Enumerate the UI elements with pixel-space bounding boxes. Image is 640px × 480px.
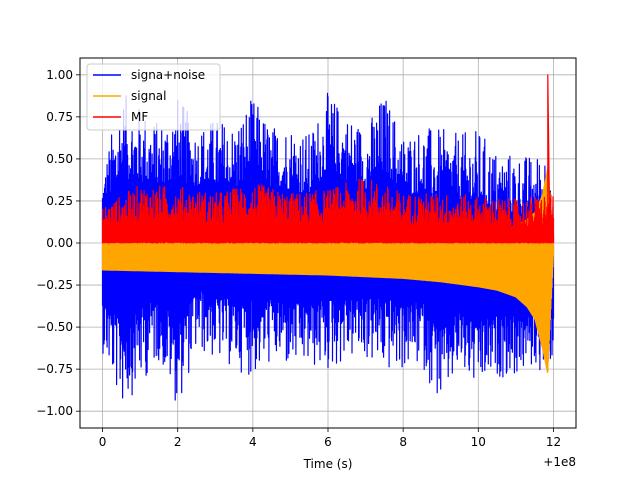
x-tick-label: 12: [546, 435, 561, 449]
series-mf-line: [101, 74, 555, 244]
legend[interactable]: signa+noise signal MF: [86, 63, 221, 131]
x-tick-label: 6: [324, 435, 332, 449]
legend-label: MF: [131, 110, 148, 124]
x-tick-label: 8: [399, 435, 407, 449]
x-tick-label: 10: [471, 435, 486, 449]
legend-label: signal: [131, 89, 167, 103]
legend-label: signa+noise: [131, 68, 205, 82]
series-signal-line: [101, 168, 555, 373]
ticks: 0 2 4 6 8 10 12 −1.00 −0.75 −0.50 −0.25 0.00 0.25 0.5…: [36, 68, 561, 449]
x-tick-label: 4: [249, 435, 257, 449]
y-tick-label: 0.75: [46, 110, 73, 124]
y-tick-label: −1.00: [36, 404, 73, 418]
x-axis-label: Time (s): [303, 457, 353, 471]
y-tick-label: 0.50: [46, 152, 73, 166]
legend-box: [86, 63, 221, 131]
series-layer: [101, 74, 555, 401]
y-tick-label: 0.25: [46, 194, 73, 208]
y-tick-label: −0.75: [36, 362, 73, 376]
x-axis-offset-text: +1e8: [543, 455, 576, 469]
x-tick-label: 0: [99, 435, 107, 449]
x-tick-label: 2: [174, 435, 182, 449]
y-tick-label: 0.00: [46, 236, 73, 250]
y-tick-label: −0.25: [36, 278, 73, 292]
y-tick-label: 1.00: [46, 68, 73, 82]
y-tick-label: −0.50: [36, 320, 73, 334]
